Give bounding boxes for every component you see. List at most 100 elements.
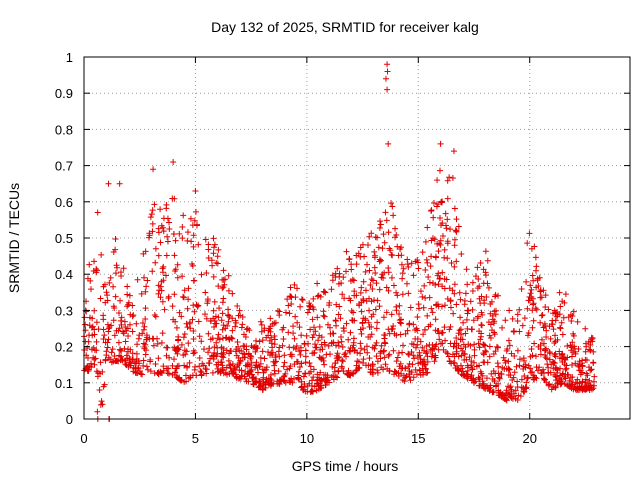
data-point: [280, 363, 287, 370]
data-point: [416, 366, 423, 373]
data-point: [154, 369, 161, 376]
data-point: [229, 361, 236, 368]
data-point: [438, 303, 445, 310]
data-point: [287, 363, 294, 370]
data-point: [450, 343, 457, 350]
data-point: [174, 345, 181, 352]
data-point: [165, 370, 172, 377]
data-point: [439, 232, 446, 239]
data-point: [111, 332, 118, 339]
data-point: [368, 313, 375, 320]
data-point: [313, 380, 320, 387]
data-point: [446, 174, 453, 181]
data-point: [357, 340, 364, 347]
data-point: [505, 358, 512, 365]
data-point: [524, 305, 531, 312]
data-point: [204, 296, 211, 303]
data-point: [576, 383, 583, 390]
data-point: [389, 203, 396, 210]
data-point: [369, 286, 376, 293]
data-point: [363, 298, 370, 305]
data-point: [467, 342, 474, 349]
data-point: [265, 332, 272, 339]
data-point: [468, 377, 475, 384]
data-point: [253, 359, 260, 366]
data-point: [547, 335, 554, 342]
data-point: [495, 344, 502, 351]
data-point: [545, 382, 552, 389]
data-point: [290, 323, 297, 330]
data-point: [380, 314, 387, 321]
data-point: [377, 221, 384, 228]
data-point: [327, 351, 334, 358]
data-point: [174, 261, 181, 268]
data-point: [238, 372, 245, 379]
data-point: [171, 356, 178, 363]
data-point: [460, 350, 467, 357]
data-point: [385, 287, 392, 294]
data-point: [408, 349, 415, 356]
data-point: [140, 326, 147, 333]
data-point: [423, 342, 430, 349]
data-point: [288, 294, 295, 301]
data-point: [491, 377, 498, 384]
data-point: [271, 367, 278, 374]
data-point: [450, 310, 457, 317]
data-point: [236, 307, 243, 314]
data-point: [478, 322, 485, 329]
data-point: [588, 366, 595, 373]
data-point: [420, 331, 427, 338]
data-point: [570, 330, 577, 337]
data-point: [364, 241, 371, 248]
data-point: [120, 330, 127, 337]
axis-ticks: 00.10.20.30.40.50.60.70.80.910 5 10 15 20: [55, 50, 630, 446]
data-point: [433, 302, 440, 309]
data-point: [302, 353, 309, 360]
data-point: [552, 310, 559, 317]
data-point: [157, 239, 164, 246]
data-point: [428, 305, 435, 312]
data-point: [318, 376, 325, 383]
data-point: [185, 285, 192, 292]
data-point: [381, 347, 388, 354]
data-point: [236, 347, 243, 354]
data-point: [460, 319, 467, 326]
data-point: [514, 396, 521, 403]
data-point: [186, 359, 193, 366]
data-point: [219, 285, 226, 292]
data-point: [579, 379, 586, 386]
data-point: [464, 281, 471, 288]
data-point: [551, 351, 558, 358]
data-point: [424, 224, 431, 231]
data-point: [124, 291, 131, 298]
data-point: [140, 357, 147, 364]
data-point: [451, 281, 458, 288]
data-point: [411, 355, 418, 362]
data-point: [331, 368, 338, 375]
data-point: [398, 370, 405, 377]
data-point: [518, 286, 525, 293]
data-point: [260, 369, 267, 376]
data-point: [306, 306, 313, 313]
data-point: [434, 177, 441, 184]
data-point: [308, 388, 315, 395]
data-point: [376, 224, 383, 231]
data-point: [192, 208, 199, 215]
data-point: [332, 360, 339, 367]
data-point: [339, 358, 346, 365]
data-point: [505, 337, 512, 344]
data-point: [303, 332, 310, 339]
data-point: [446, 326, 453, 333]
data-point: [291, 281, 298, 288]
data-point: [354, 358, 361, 365]
data-point: [362, 317, 369, 324]
data-point: [152, 360, 159, 367]
data-point: [104, 297, 111, 304]
data-point: [368, 276, 375, 283]
data-point: [399, 275, 406, 282]
data-point: [441, 254, 448, 261]
data-point: [346, 372, 353, 379]
data-point: [113, 262, 120, 269]
data-point: [528, 245, 535, 252]
data-point: [223, 347, 230, 354]
